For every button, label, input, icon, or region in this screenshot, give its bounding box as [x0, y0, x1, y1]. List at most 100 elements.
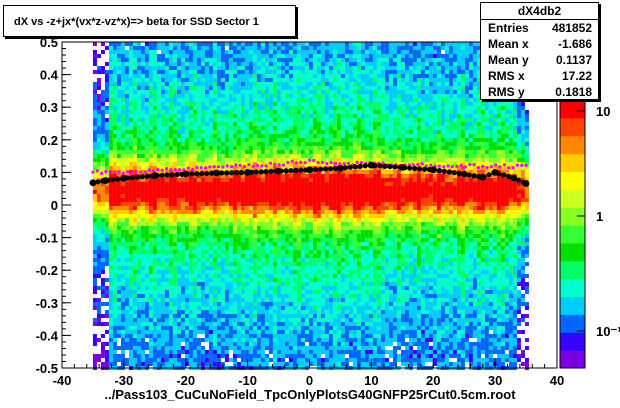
heatmap-cell [336, 350, 341, 354]
heatmap-cell [124, 358, 129, 362]
heatmap-cell [220, 294, 225, 298]
heatmap-cell [132, 86, 137, 90]
heatmap-cell [328, 326, 333, 330]
heatmap-cell [192, 286, 197, 290]
heatmap-cell [192, 166, 197, 170]
heatmap-cell [168, 158, 173, 162]
heatmap-cell [156, 98, 161, 102]
heatmap-cell [340, 66, 345, 70]
heatmap-cell [188, 138, 193, 142]
heatmap-cell [208, 338, 213, 342]
heatmap-cell [164, 118, 169, 122]
heatmap-cell [196, 254, 201, 258]
heatmap-cell [176, 322, 181, 326]
heatmap-cell [112, 78, 117, 82]
heatmap-cell [164, 114, 169, 118]
heatmap-cell [172, 146, 177, 150]
heatmap-cell [264, 98, 269, 102]
heatmap-cell [212, 94, 217, 98]
heatmap-cell [268, 346, 273, 350]
heatmap-cell [280, 242, 285, 246]
heatmap-cell [116, 50, 121, 54]
heatmap-cell [140, 338, 145, 342]
heatmap-cell [216, 202, 221, 206]
heatmap-cell [320, 326, 325, 330]
heatmap-cell [264, 362, 269, 366]
heatmap-cell [184, 182, 189, 186]
heatmap-cell [120, 314, 125, 318]
heatmap-cell [196, 298, 201, 302]
heatmap-cell [308, 258, 313, 262]
heatmap-cell [104, 150, 109, 154]
heatmap-cell [108, 310, 113, 314]
heatmap-cell [228, 106, 233, 110]
heatmap-cell [96, 138, 101, 142]
heatmap-cell [276, 274, 281, 278]
heatmap-cell [252, 302, 257, 306]
heatmap-cell [332, 234, 337, 238]
heatmap-cell [160, 254, 165, 258]
heatmap-cell [332, 190, 337, 194]
heatmap-cell [224, 254, 229, 258]
heatmap-cell [188, 162, 193, 166]
heatmap-cell [304, 290, 309, 294]
heatmap-cell [296, 170, 301, 174]
heatmap-cell [104, 290, 109, 294]
heatmap-cell [136, 198, 141, 202]
heatmap-cell [220, 266, 225, 270]
heatmap-cell [116, 354, 121, 358]
heatmap-cell [316, 202, 321, 206]
heatmap-cell [260, 158, 265, 162]
heatmap-cell [268, 102, 273, 106]
heatmap-cell [256, 90, 261, 94]
heatmap-cell [100, 346, 105, 350]
heatmap-cell [268, 202, 273, 206]
heatmap-cell [232, 286, 237, 290]
heatmap-cell [132, 214, 137, 218]
heatmap-cell [100, 222, 105, 226]
heatmap-cell [332, 342, 337, 346]
heatmap-cell [180, 78, 185, 82]
heatmap-cell [304, 294, 309, 298]
heatmap-cell [264, 198, 269, 202]
heatmap-cell [288, 302, 293, 306]
heatmap-cell [112, 94, 117, 98]
heatmap-cell [152, 94, 157, 98]
heatmap-cell [252, 42, 257, 46]
heatmap-cell [212, 286, 217, 290]
heatmap-cell [196, 318, 201, 322]
heatmap-cell [196, 346, 201, 350]
heatmap-cell [232, 198, 237, 202]
heatmap-cell [248, 74, 253, 78]
heatmap-cell [180, 54, 185, 58]
heatmap-cell [188, 222, 193, 226]
heatmap-cell [156, 242, 161, 246]
heatmap-cell [264, 114, 269, 118]
heatmap-cell [292, 342, 297, 346]
heatmap-cell [112, 158, 117, 162]
heatmap-cell [248, 206, 253, 210]
heatmap-cell [336, 234, 341, 238]
heatmap-cell [316, 330, 321, 334]
heatmap-cell [328, 342, 333, 346]
heatmap-cell [256, 358, 261, 362]
heatmap-cell [196, 270, 201, 274]
heatmap-cell [232, 146, 237, 150]
heatmap-cell [272, 206, 277, 210]
heatmap-cell [264, 282, 269, 286]
heatmap-cell [312, 78, 317, 82]
heatmap-cell [212, 334, 217, 338]
heatmap-cell [168, 54, 173, 58]
heatmap-cell [116, 242, 121, 246]
heatmap-cell [124, 106, 129, 110]
heatmap-cell [276, 134, 281, 138]
heatmap-cell [176, 86, 181, 90]
heatmap-cell [292, 174, 297, 178]
heatmap-cell [284, 122, 289, 126]
heatmap-cell [144, 262, 149, 266]
heatmap-cell [200, 214, 205, 218]
heatmap-cell [184, 354, 189, 358]
heatmap-cell [172, 86, 177, 90]
heatmap-cell [112, 186, 117, 190]
heatmap-cell [248, 330, 253, 334]
